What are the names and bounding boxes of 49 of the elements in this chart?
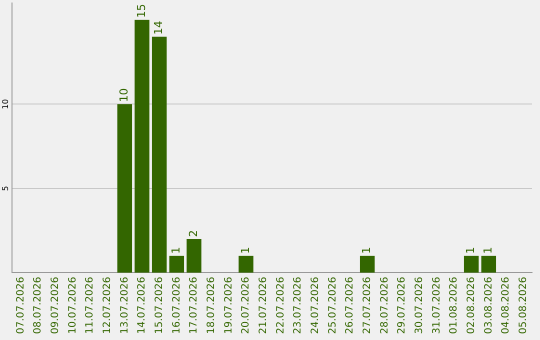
x-tick-label: 14.07.2026 [136, 276, 148, 334]
x-tick-label: 26.07.2026 [344, 276, 356, 334]
x-tick-label: 12.07.2026 [102, 276, 113, 334]
bar [169, 256, 184, 273]
x-tick-label: 04.08.2026 [500, 276, 512, 334]
data-label: 1 [170, 246, 183, 254]
x-tick-label: 30.07.2026 [414, 276, 425, 334]
data-label: 10 [118, 88, 131, 102]
x-tick-label: 01.08.2026 [448, 276, 460, 334]
x-tick-label: 31.07.2026 [431, 276, 442, 334]
x-tick-label: 25.07.2026 [327, 276, 338, 334]
x-tick-label: 21.07.2026 [258, 276, 269, 334]
x-tick-label: 08.07.2026 [32, 276, 44, 334]
x-tick-label: 17.07.2026 [188, 276, 200, 334]
data-label: 15 [134, 4, 148, 18]
data-label: 2 [186, 230, 200, 238]
data-label: 1 [482, 246, 495, 254]
y-tick-label: 5 [1, 186, 10, 191]
x-tick-label: 16.07.2026 [171, 276, 182, 334]
bar [117, 104, 132, 273]
data-label: 1 [238, 246, 252, 254]
x-tick-label: 28.07.2026 [379, 276, 390, 334]
x-tick-label: 23.07.2026 [292, 276, 304, 334]
x-tick-label: 20.07.2026 [240, 276, 252, 334]
bar [360, 256, 375, 273]
bar [152, 36, 167, 273]
data-label: 1 [360, 246, 374, 254]
x-tick-label: 15.07.2026 [154, 276, 165, 334]
x-tick-label: 27.07.2026 [362, 276, 373, 334]
x-tick-label: 02.08.2026 [466, 276, 477, 334]
x-tick-label: 22.07.2026 [275, 276, 286, 334]
x-tick-label: 09.07.2026 [50, 276, 61, 334]
bar [481, 256, 496, 273]
x-tick-label: 18.07.2026 [206, 276, 217, 334]
bar [186, 239, 202, 273]
bar [134, 20, 150, 273]
x-tick-label: 29.07.2026 [396, 276, 408, 334]
bar [464, 256, 479, 273]
x-tick-label: 24.07.2026 [310, 276, 321, 334]
bar [238, 256, 254, 273]
data-label: 14 [152, 20, 166, 35]
x-tick-label: 03.08.2026 [483, 276, 494, 334]
x-tick-label: 10.07.2026 [67, 276, 78, 334]
x-tick-label: 13.07.2026 [119, 276, 130, 334]
x-tick-label: 19.07.2026 [223, 276, 234, 334]
data-label: 1 [464, 246, 478, 254]
x-tick-label: 11.07.2026 [84, 276, 96, 334]
x-tick-label: 07.07.2026 [15, 276, 26, 334]
x-tick-label: 05.08.2026 [518, 276, 529, 334]
